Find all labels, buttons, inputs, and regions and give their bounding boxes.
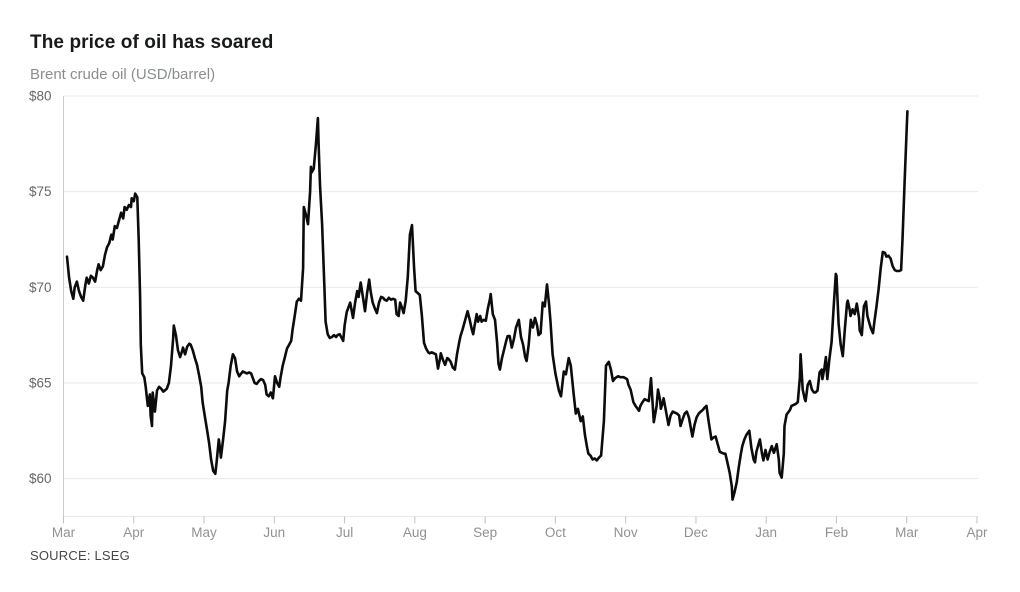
x-tick-label: Jun <box>263 525 285 540</box>
chart-subtitle: Brent crude oil (USD/barrel) <box>30 66 216 83</box>
x-tick-label: Mar <box>895 525 919 540</box>
y-tick-label: $65 <box>29 375 52 390</box>
x-tick-label: May <box>191 525 217 540</box>
y-tick-label: $80 <box>29 89 52 104</box>
x-tick-label: Apr <box>123 525 145 540</box>
x-tick-label: Oct <box>545 525 566 540</box>
y-tick-label: $75 <box>29 184 52 199</box>
price-line <box>65 110 909 501</box>
source-note: SOURCE: LSEG <box>30 548 130 563</box>
x-tick-label: Feb <box>825 525 848 540</box>
x-tick-label: Dec <box>684 525 708 540</box>
x-tick-label: Aug <box>403 525 427 540</box>
y-tick-label: $60 <box>29 471 52 486</box>
x-tick-label: Apr <box>967 525 989 540</box>
chart-title: The price of oil has soared <box>30 32 274 53</box>
x-tick-label: Jan <box>755 525 777 540</box>
x-tick-label: Sep <box>473 525 497 540</box>
x-tick-label: Jul <box>336 525 353 540</box>
y-tick-label: $70 <box>29 280 52 295</box>
x-tick-label: Mar <box>52 525 76 540</box>
x-tick-label: Nov <box>614 525 638 540</box>
